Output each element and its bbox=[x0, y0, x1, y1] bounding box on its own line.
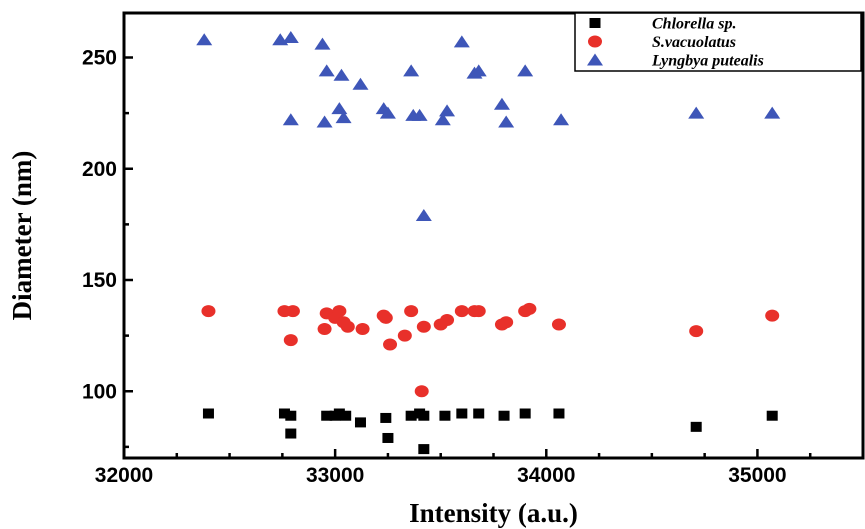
vacuolatus-point bbox=[689, 325, 704, 338]
vacuolatus-point bbox=[201, 305, 216, 318]
chlorella-point bbox=[285, 428, 297, 439]
vacuolatus-point bbox=[332, 305, 347, 318]
vacuolatus-point bbox=[440, 314, 455, 327]
vacuolatus-point bbox=[317, 322, 332, 335]
legend: Chlorella sp.S.vacuolatus Lyngbya puteali… bbox=[574, 12, 862, 72]
chlorella-point bbox=[418, 444, 430, 455]
lyngbya-point bbox=[335, 111, 352, 124]
axis-ticks: 32000 33000 34000 35000 100 150 200 250 bbox=[82, 47, 865, 487]
vacuolatus-point bbox=[383, 338, 398, 351]
y-tick-label: 250 bbox=[82, 47, 117, 70]
lyngbya-point bbox=[434, 113, 451, 126]
legend-chlorella-label: Chlorella sp. bbox=[652, 16, 736, 33]
chlorella-point bbox=[278, 408, 290, 419]
chlorella-point bbox=[354, 417, 366, 428]
chlorella-point bbox=[690, 421, 702, 432]
lyngbya-point bbox=[517, 64, 534, 77]
lyngbya-point bbox=[403, 64, 420, 77]
lyngbya-point bbox=[688, 106, 705, 119]
chlorella-point bbox=[473, 408, 485, 419]
lyngbya-point bbox=[379, 106, 396, 119]
lyngbya-point bbox=[493, 97, 510, 110]
legend-chlorella-marker bbox=[589, 18, 601, 28]
chlorella-point bbox=[285, 410, 297, 421]
chlorella-point bbox=[380, 412, 392, 423]
lyngbya-point bbox=[411, 108, 428, 121]
lyngbya-point bbox=[282, 30, 299, 43]
legend-box bbox=[574, 12, 862, 72]
chlorella-point bbox=[519, 408, 531, 419]
lyngbya-point bbox=[415, 208, 432, 221]
x-tick-label: 34000 bbox=[517, 464, 575, 487]
lyngbya-point bbox=[282, 113, 299, 126]
legend-lyngbya-label: Lyngbya putealis bbox=[651, 53, 764, 70]
vacuolatus-point bbox=[551, 318, 566, 331]
legend-vacuolatus-marker bbox=[588, 35, 602, 48]
vacuolatus-point bbox=[378, 311, 393, 324]
y-tick-label: 150 bbox=[82, 269, 117, 292]
vacuolatus-point bbox=[414, 385, 429, 398]
lyngbya-point bbox=[764, 106, 781, 119]
x-tick-label: 32000 bbox=[95, 464, 153, 487]
lyngbya-point bbox=[453, 35, 470, 48]
lyngbya-point bbox=[318, 64, 335, 77]
chlorella-point bbox=[456, 408, 468, 419]
plot-frame bbox=[122, 11, 865, 460]
data-points bbox=[196, 30, 781, 455]
legend-vacuolatus-label: S.vacuolatus bbox=[652, 34, 736, 51]
vacuolatus-point bbox=[454, 305, 469, 318]
lyngbya-point bbox=[314, 37, 331, 50]
vacuolatus-point bbox=[471, 305, 486, 318]
vacuolatus-point bbox=[765, 309, 780, 322]
vacuolatus-point bbox=[416, 320, 431, 333]
chlorella-point bbox=[498, 410, 510, 421]
lyngbya-point bbox=[470, 64, 487, 77]
chlorella-point bbox=[766, 410, 778, 421]
vacuolatus-point bbox=[499, 316, 514, 329]
lyngbya-point bbox=[331, 102, 348, 115]
x-tick-label: 35000 bbox=[728, 464, 786, 487]
lyngbya-point bbox=[316, 115, 333, 128]
lyngbya-point bbox=[498, 115, 515, 128]
y-tick-label: 200 bbox=[82, 158, 117, 181]
x-tick-label: 33000 bbox=[306, 464, 364, 487]
chlorella-point bbox=[405, 410, 417, 421]
lyngbya-point bbox=[553, 113, 570, 126]
chlorella-point bbox=[439, 410, 451, 421]
lyngbya-point bbox=[196, 33, 213, 46]
vacuolatus-point bbox=[285, 305, 300, 318]
lyngbya-point bbox=[352, 77, 369, 90]
vacuolatus-point bbox=[522, 302, 537, 315]
vacuolatus-point bbox=[355, 322, 370, 335]
chlorella-point bbox=[553, 408, 565, 419]
legend-lyngbya-marker bbox=[587, 53, 603, 66]
vacuolatus-point bbox=[397, 329, 412, 342]
chlorella-point bbox=[333, 408, 345, 419]
chlorella-point bbox=[321, 410, 333, 421]
chlorella-point bbox=[340, 410, 352, 421]
x-axis-title: Intensity (a.u.) bbox=[409, 498, 578, 528]
chlorella-point bbox=[382, 432, 394, 443]
lyngbya-point bbox=[333, 68, 350, 81]
lyngbya-point bbox=[439, 104, 456, 117]
chlorella-point bbox=[418, 410, 430, 421]
chlorella-point bbox=[202, 408, 214, 419]
vacuolatus-point bbox=[340, 320, 355, 333]
vacuolatus-point bbox=[283, 334, 298, 347]
vacuolatus-point bbox=[404, 305, 419, 318]
y-tick-label: 100 bbox=[82, 380, 117, 403]
y-axis-title: Diameter (nm) bbox=[7, 151, 37, 321]
